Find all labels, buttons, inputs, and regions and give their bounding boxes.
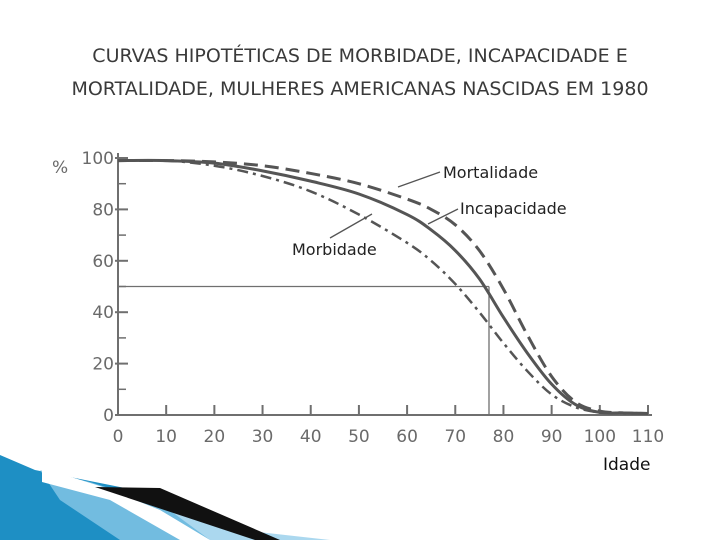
deco-light-blue-shape <box>40 470 330 540</box>
annotation-leader-incapacidade <box>427 208 459 225</box>
x-axis-title: Idade <box>603 455 651 475</box>
y-tick-label-100: 100 <box>82 149 114 169</box>
series-mortalidade <box>117 158 649 415</box>
x-tick-label-40: 40 <box>300 427 322 447</box>
y-tick-label-20: 20 <box>92 355 114 375</box>
series-morbidade <box>117 158 649 415</box>
annotation-label-morbidade: Morbidade <box>292 240 377 259</box>
x-tick-label-90: 90 <box>541 427 563 447</box>
annotation-label-incapacidade: Incapacidade <box>460 199 567 218</box>
title-line-1: CURVAS HIPOTÉTICAS DE MORBIDADE, INCAPAC… <box>92 45 628 67</box>
x-tick-label-100: 100 <box>584 427 616 447</box>
x-tick-label-110: 110 <box>632 427 664 447</box>
x-tick-label-20: 20 <box>204 427 226 447</box>
slide-title: CURVAS HIPOTÉTICAS DE MORBIDADE, INCAPAC… <box>0 40 720 106</box>
y-tick-label-0: 0 <box>103 406 114 426</box>
x-tick-label-80: 80 <box>493 427 515 447</box>
x-tick-label-10: 10 <box>155 427 177 447</box>
deco-white-band <box>42 468 210 540</box>
series-incapacidade <box>117 158 649 415</box>
annotation-leader-mortalidade <box>397 171 441 188</box>
title-line-2: MORTALIDADE, MULHERES AMERICANAS NASCIDA… <box>71 78 649 100</box>
y-tick-label-80: 80 <box>92 200 114 220</box>
x-tick-label-70: 70 <box>444 427 466 447</box>
x-tick-label-50: 50 <box>348 427 370 447</box>
x-tick-label-30: 30 <box>252 427 274 447</box>
annotation-label-mortalidade: Mortalidade <box>443 163 538 182</box>
y-tick-label-40: 40 <box>92 303 114 323</box>
x-tick-label-0: 0 <box>113 427 124 447</box>
y-tick-label-60: 60 <box>92 252 114 272</box>
x-tick-label-60: 60 <box>396 427 418 447</box>
annotation-leader-morbidade <box>329 213 373 239</box>
deco-black-band <box>95 487 280 540</box>
y-axis-label: % <box>52 158 68 178</box>
